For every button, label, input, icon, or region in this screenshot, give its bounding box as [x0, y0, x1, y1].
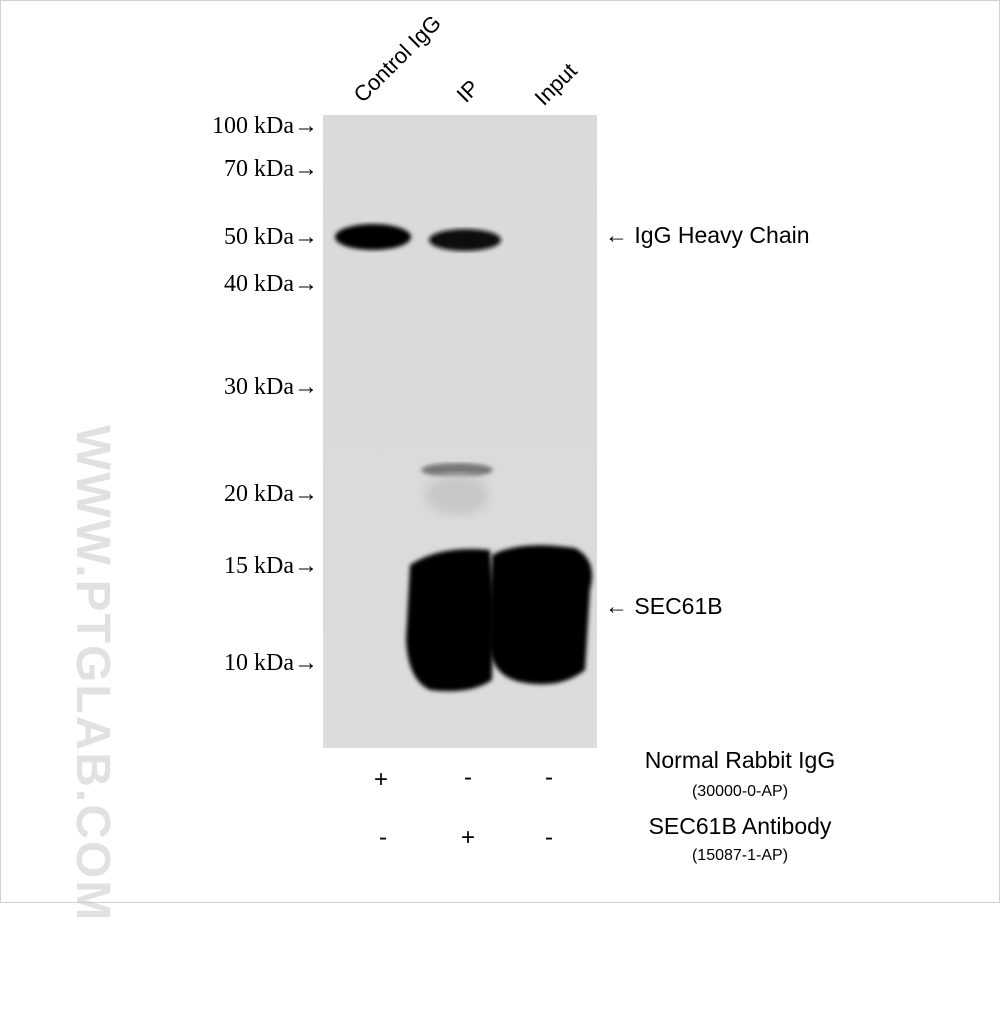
band-ip-sec61b	[406, 549, 494, 692]
sign-ab-lane3: -	[545, 824, 553, 851]
marker-10: 10 kDa→	[224, 650, 318, 676]
marker-100: 100 kDa→	[212, 113, 318, 139]
blot-image	[323, 115, 597, 748]
band-ip-20kda	[421, 463, 493, 477]
sign-ab-lane1: -	[379, 824, 387, 851]
marker-40: 40 kDa→	[224, 271, 318, 297]
annotation-igg-heavy-chain: ← IgG Heavy Chain	[605, 222, 810, 248]
band-ip-20kda-smear	[425, 475, 489, 515]
watermark: WWW.PTGLAB.COM	[66, 425, 119, 923]
band-ip-igg-heavy	[429, 229, 501, 251]
marker-15: 15 kDa→	[224, 553, 318, 579]
catalog-sec61b-antibody: (15087-1-AP)	[691, 847, 789, 864]
catalog-normal-rabbit-igg: (30000-0-AP)	[691, 783, 789, 800]
band-control-igg-heavy	[335, 224, 411, 250]
annotation-sec61b: ← SEC61B	[605, 593, 723, 619]
sign-ab-lane2: +	[460, 824, 475, 851]
condition-normal-rabbit-igg: Normal Rabbit IgG	[644, 747, 836, 773]
marker-50: 50 kDa→	[224, 224, 318, 250]
sign-igg-lane2: -	[464, 764, 472, 791]
sign-igg-lane1: +	[373, 766, 388, 793]
band-input-sec61b	[488, 545, 593, 685]
marker-30: 30 kDa→	[224, 374, 318, 400]
marker-20: 20 kDa→	[224, 481, 318, 507]
marker-70: 70 kDa→	[224, 156, 318, 182]
sign-igg-lane3: -	[545, 764, 553, 791]
condition-sec61b-antibody: SEC61B Antibody	[648, 813, 832, 839]
